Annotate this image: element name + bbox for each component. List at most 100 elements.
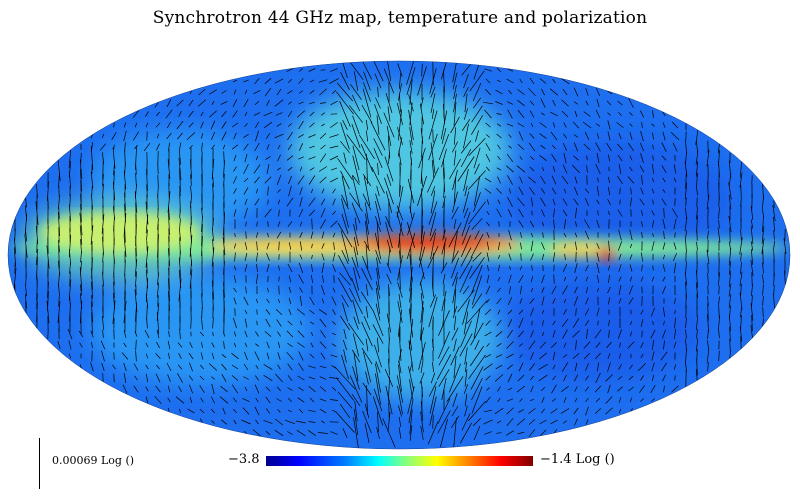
polarization-vector	[507, 329, 513, 339]
polarization-vector	[336, 377, 354, 401]
polarization-vector	[286, 197, 294, 207]
polarization-vector	[319, 376, 327, 380]
polarization-vector	[308, 376, 316, 380]
polarization-vector	[101, 362, 105, 372]
polarization-vector	[68, 340, 72, 350]
polarization-vector	[362, 351, 372, 383]
polarization-vector	[574, 398, 578, 402]
polarization-vector	[363, 315, 371, 331]
polarization-vector	[406, 67, 416, 95]
polarization-vector	[308, 409, 316, 413]
polarization-vector	[233, 297, 237, 305]
polarization-vector	[673, 262, 677, 274]
polarization-vector	[167, 340, 171, 350]
polarization-vector	[210, 131, 216, 141]
polarization-vector	[353, 316, 359, 330]
polarization-vector	[540, 175, 546, 185]
polarization-vector	[530, 232, 534, 238]
polarization-vector	[496, 79, 502, 83]
polarization-vector	[178, 385, 182, 393]
polarization-vector	[25, 196, 27, 208]
polarization-vector	[652, 155, 654, 161]
polarization-vector	[188, 99, 194, 107]
polarization-vector	[442, 298, 446, 326]
polarization-vector	[707, 295, 709, 307]
polarization-vector	[245, 286, 247, 294]
polarization-vector	[244, 330, 248, 338]
polarization-vector	[156, 312, 160, 334]
polarization-vector	[596, 152, 600, 164]
polarization-vector	[506, 341, 514, 349]
polarization-vector	[596, 133, 600, 139]
polarization-vector	[427, 421, 439, 445]
polarization-vector	[332, 198, 336, 206]
polarization-vector	[573, 374, 579, 382]
polarization-vector	[739, 326, 743, 342]
polarization-vector	[384, 156, 394, 182]
polarization-vector	[349, 105, 363, 123]
polarization-vector	[255, 343, 259, 347]
polarization-vector	[275, 373, 283, 383]
polarization-vector	[772, 204, 776, 222]
polarization-vector	[507, 387, 513, 391]
polarization-vector	[331, 387, 337, 391]
polarization-vector	[319, 153, 327, 163]
map-title: Synchrotron 44 GHz map, temperature and …	[152, 8, 648, 28]
polarization-vector	[496, 319, 502, 327]
polarization-vector	[166, 121, 172, 129]
polarization-vector	[406, 222, 416, 248]
polarization-vector	[552, 375, 556, 381]
polarization-vector	[351, 202, 361, 224]
polarization-vector	[494, 374, 504, 382]
polarization-vector	[497, 397, 501, 403]
polarization-vector	[640, 319, 644, 327]
polarization-vector	[399, 166, 401, 194]
polarization-vector	[187, 408, 195, 414]
polarization-vector	[212, 217, 214, 231]
polarization-vector	[443, 103, 445, 125]
polarization-vector	[597, 320, 599, 326]
polarization-vector	[255, 252, 259, 262]
polarization-vector	[618, 111, 622, 117]
polarization-vector	[496, 432, 502, 434]
polarization-vector	[483, 363, 493, 371]
polarization-vector	[409, 409, 413, 435]
polarization-vector	[134, 375, 138, 381]
polarization-vector	[123, 212, 127, 236]
polarization-vector	[518, 220, 524, 228]
polarization-vector	[231, 352, 239, 360]
polarization-vector	[539, 122, 547, 128]
polarization-vector	[201, 215, 203, 233]
polarization-vector	[551, 153, 557, 163]
polarization-scale-label: 0.00069 Log ()	[52, 454, 135, 467]
polarization-vector	[221, 121, 227, 129]
polarization-vector	[14, 228, 16, 242]
polarization-vector	[265, 386, 271, 392]
polarization-vector	[432, 361, 434, 373]
polarization-vector	[398, 329, 402, 361]
polarization-vector	[441, 290, 447, 312]
polarization-vector	[474, 340, 480, 350]
polarization-vector	[729, 326, 731, 342]
polarization-vector	[297, 342, 305, 348]
polarization-vector	[464, 369, 468, 387]
polarization-vector	[442, 229, 446, 241]
polarization-vector	[178, 353, 182, 359]
polarization-vector	[640, 375, 644, 381]
polarization-vector	[309, 353, 315, 359]
polarization-vector	[443, 183, 445, 199]
polarization-vector	[296, 110, 306, 118]
polarization-vector	[353, 236, 359, 256]
polarization-vector	[124, 227, 126, 243]
polarization-vector	[124, 279, 126, 301]
polarization-vector	[460, 247, 472, 267]
polarization-vector	[288, 101, 292, 105]
polarization-vector	[233, 275, 237, 283]
polarization-vector	[608, 274, 610, 284]
polarization-vector	[343, 349, 347, 363]
polarization-vector	[329, 177, 339, 183]
polarization-vector	[340, 72, 350, 90]
polarization-vector	[751, 283, 753, 297]
polarization-vector	[420, 411, 424, 433]
polarization-vector	[584, 386, 590, 392]
